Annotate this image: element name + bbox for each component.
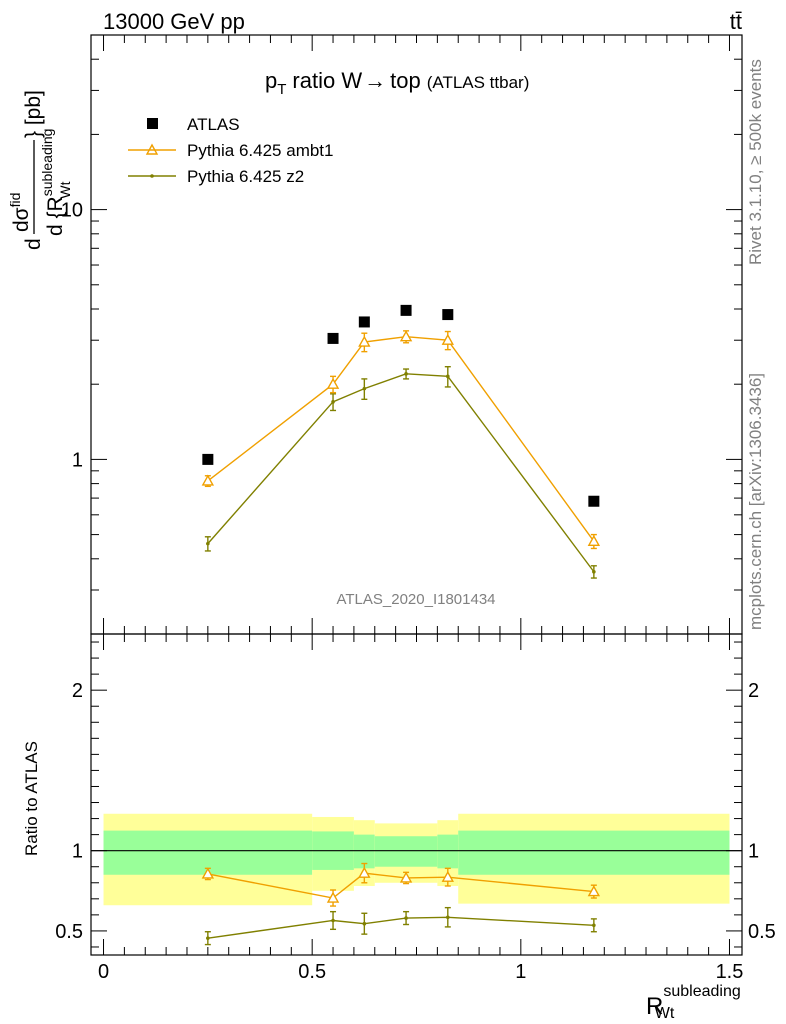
z2-point [404, 372, 408, 376]
atlas-point [202, 453, 214, 465]
z2-point [445, 374, 450, 379]
ratio-y-tick-label-right: 1 [748, 841, 759, 863]
legend-marker-atlas [147, 118, 158, 129]
source-label: mcplots.cern.ch [arXiv:1306.3436] [746, 373, 765, 630]
ambt1-point [326, 377, 340, 389]
ratio-uncertainty-bands [103, 813, 730, 906]
ratio-ambt1-point [358, 866, 371, 878]
ylabel-d: d [22, 238, 45, 250]
band-inner [353, 834, 375, 869]
ratio-z2-point [331, 918, 335, 923]
ambt1-point [399, 330, 413, 342]
ratio-series [201, 862, 601, 946]
x-tick-label: 1 [515, 961, 526, 983]
atlas-point [442, 309, 454, 321]
ratio-ambt1-line [207, 872, 594, 899]
ratio-frame-box [90, 633, 743, 956]
ratio-ambt1-point [399, 871, 413, 883]
x-tick-label: 0.5 [298, 961, 326, 983]
ratio-y-tick-label: 0.5 [55, 921, 83, 943]
ratio-ambt1-point [326, 891, 340, 903]
x-tick-label: 0 [98, 961, 109, 983]
ratio-y-label: Ratio to ATLAS [22, 741, 41, 856]
ratio-z2-point [206, 936, 210, 940]
z2-point [206, 541, 210, 546]
ylabel-sigma: dσfid [7, 193, 33, 232]
main-y-tick-label: 1 [72, 449, 83, 471]
plot-title: pT ratio W→ top (ATLAS ttbar) [265, 68, 529, 98]
band-inner [374, 836, 438, 867]
ratio-axis-ticks: 0.5 0.5 1 1 2 2 0 0.5 1 1.5 [55, 634, 776, 983]
band-inner [458, 830, 730, 875]
legend-label-atlas: ATLAS [187, 115, 240, 134]
ratio-z2-point [592, 923, 596, 928]
title-sub: T [277, 81, 286, 98]
ratio-ambt1-point [201, 867, 215, 879]
ambt1-point [358, 335, 371, 347]
ambt1-point [441, 333, 454, 345]
atlas-point [358, 316, 370, 328]
ratio-y-tick-label: 1 [72, 841, 83, 863]
legend-label-z2: Pythia 6.425 z2 [187, 167, 304, 186]
legend-label-ambt1: Pythia 6.425 ambt1 [187, 141, 333, 160]
header-right: tt̄ [730, 9, 742, 34]
title-note: (ATLAS ttbar) [427, 73, 530, 92]
ratio-z2-line [207, 916, 594, 939]
ratio-z2-point [362, 921, 367, 926]
main-axis-ticks: 1 10 [61, 34, 742, 635]
title-arrow: → [364, 68, 386, 93]
ambt1-point [587, 534, 601, 547]
main-y-tick-label: 10 [61, 200, 83, 222]
z2-line [207, 373, 595, 573]
ambt1-point [201, 474, 215, 486]
title-p: p [265, 68, 277, 93]
rivet-label: Rivet 3.1.10, ≥ 500k events [746, 59, 765, 265]
ratio-ambt1-point [441, 870, 454, 882]
title-end: top [390, 68, 421, 93]
ylabel-denominator: d {Rsubleading Wt [39, 129, 73, 236]
atlas-point [588, 495, 600, 507]
atlas-point [400, 304, 412, 316]
ratio-y-tick-label-right: 0.5 [748, 921, 776, 943]
z2-point [362, 386, 367, 391]
main-y-label: d dσfid d {Rsubleading Wt } [pb] [7, 90, 73, 250]
ratio-panel [90, 633, 743, 956]
legend-marker-z2 [150, 174, 154, 178]
ambt1-line [207, 335, 595, 542]
ratio-y-tick-label: 2 [72, 680, 83, 702]
ratio-y-tick-label-right: 2 [748, 680, 759, 702]
z2-point [331, 400, 335, 404]
main-series [201, 304, 601, 579]
x-axis-label: Rsubleading Wt [646, 983, 741, 1022]
band-inner [437, 834, 459, 869]
header-left: 13000 GeV pp [103, 9, 245, 34]
analysis-watermark: ATLAS_2020_I1801434 [336, 591, 495, 608]
ylabel-unit: } [pb] [22, 90, 45, 138]
x-tick-label: 1.5 [716, 961, 744, 983]
legend-marker-ambt1 [145, 143, 159, 155]
ratio-ambt1-point [587, 885, 601, 897]
title-rest: ratio W [292, 68, 362, 93]
band-inner [103, 830, 313, 875]
ratio-z2-point [445, 915, 450, 920]
atlas-point [327, 332, 339, 344]
legend: ATLAS Pythia 6.425 ambt1 Pythia 6.425 z2 [128, 115, 333, 186]
z2-point [592, 569, 596, 574]
ratio-z2-point [404, 916, 408, 920]
